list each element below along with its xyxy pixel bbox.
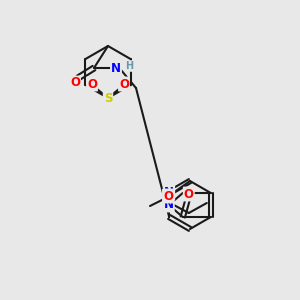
Text: S: S — [104, 92, 112, 104]
Text: O: O — [87, 77, 97, 91]
Text: H: H — [125, 61, 133, 71]
Text: O: O — [119, 77, 129, 91]
Text: N: N — [164, 199, 174, 212]
Text: O: O — [70, 76, 80, 89]
Text: N: N — [111, 61, 121, 74]
Text: O: O — [184, 188, 194, 200]
Text: O: O — [163, 190, 173, 202]
Text: N: N — [164, 187, 174, 200]
